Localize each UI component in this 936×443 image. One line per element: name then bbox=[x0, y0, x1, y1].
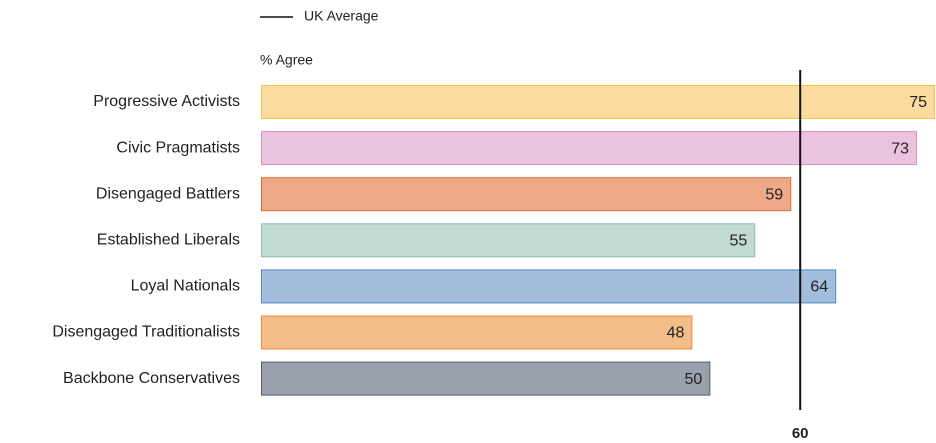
bar bbox=[261, 131, 918, 166]
data-label: 73 bbox=[891, 140, 909, 157]
x-tick-label: 60 bbox=[792, 425, 809, 442]
axis-label: % Agree bbox=[260, 52, 313, 68]
bar bbox=[261, 269, 837, 304]
category-label: Civic Pragmatists bbox=[116, 139, 240, 156]
category-label: Loyal Nationals bbox=[131, 278, 240, 295]
category-label: Progressive Activists bbox=[93, 93, 240, 110]
data-label: 48 bbox=[667, 325, 685, 342]
data-label: 64 bbox=[810, 279, 828, 296]
bar bbox=[261, 85, 935, 119]
category-label: Disengaged Traditionalists bbox=[52, 324, 240, 341]
data-label: 50 bbox=[685, 371, 703, 388]
category-label: Established Liberals bbox=[97, 232, 240, 249]
legend-label: UK Average bbox=[304, 8, 379, 24]
data-label: 59 bbox=[765, 186, 783, 203]
bar bbox=[261, 361, 711, 396]
category-label: Disengaged Battlers bbox=[96, 185, 240, 202]
bar bbox=[261, 315, 693, 350]
bar bbox=[261, 177, 792, 212]
category-label: Backbone Conservatives bbox=[63, 370, 240, 387]
bar bbox=[261, 223, 756, 258]
data-label: 75 bbox=[909, 94, 927, 111]
data-label: 55 bbox=[729, 233, 747, 250]
